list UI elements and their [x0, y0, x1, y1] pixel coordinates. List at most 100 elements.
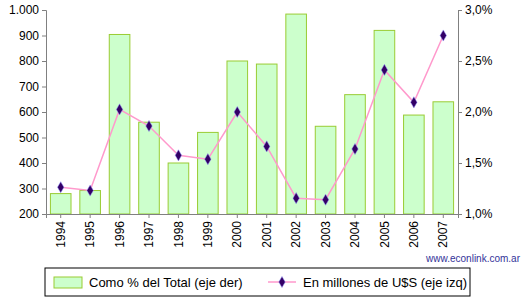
y2-axis: 1,0% 1,5% 2,0% 2,5% 3,0%	[458, 3, 493, 221]
tick-mark	[42, 36, 46, 37]
tick-mark	[90, 214, 91, 218]
tick: 1994	[54, 214, 68, 248]
tick: 2002	[289, 214, 303, 248]
marker	[87, 185, 93, 196]
tick-mark	[119, 214, 120, 218]
chart: 200 300 400 500 600 700 800 900 1.000 1,0% 1,5% 2,0…	[0, 0, 526, 303]
tick: 200	[19, 207, 46, 221]
tick: 600	[19, 105, 46, 119]
tick-label: 2005	[378, 221, 392, 248]
tick-label: 900	[19, 29, 39, 43]
tick: 700	[19, 80, 46, 94]
tick: 1998	[172, 214, 186, 248]
tick: 1997	[142, 214, 156, 248]
tick: 2005	[378, 214, 392, 248]
legend-label: En millones de U$S (eje izq)	[303, 275, 467, 290]
bar	[109, 34, 130, 214]
tick-mark	[443, 214, 444, 218]
tick: 300	[19, 182, 46, 196]
tick-label: 2003	[319, 221, 333, 248]
bar	[315, 126, 336, 214]
bar-series	[50, 14, 453, 214]
tick-label: 2000	[230, 221, 244, 248]
tick-label: 1999	[201, 221, 215, 248]
axis-line	[459, 11, 463, 215]
marker	[57, 182, 63, 193]
legend-label: Como % del Total (eje der)	[89, 275, 243, 290]
tick-label: 800	[19, 54, 39, 68]
tick-label: 1,0%	[465, 207, 493, 221]
y-axis: 200 300 400 500 600 700 800 900 1.000	[9, 3, 47, 221]
legend-frame	[45, 268, 470, 296]
tick-label: 1996	[113, 221, 127, 248]
tick-label: 400	[19, 156, 39, 170]
tick: 2,0%	[458, 105, 493, 119]
tick-mark	[42, 214, 46, 215]
bar	[227, 61, 248, 214]
tick-mark	[266, 214, 267, 218]
tick: 2000	[230, 214, 244, 248]
tick-label: 2002	[289, 221, 303, 248]
markers	[57, 30, 446, 205]
bar	[433, 102, 454, 214]
tick-mark	[178, 214, 179, 218]
tick-label: 2,0%	[465, 105, 493, 119]
tick-label: 200	[19, 207, 39, 221]
tick-mark	[42, 87, 46, 88]
x-axis: 1994 1995 1996 1997 1998 1999 2000 2001 2002 2003…	[47, 214, 459, 248]
tick-label: 1998	[172, 221, 186, 248]
tick-label: 600	[19, 105, 39, 119]
legend-marker	[279, 276, 285, 287]
tick: 500	[19, 131, 46, 145]
tick-label: 2007	[436, 221, 450, 248]
marker	[263, 141, 269, 152]
tick: 400	[19, 156, 46, 170]
tick-mark	[237, 214, 238, 218]
tick-label: 1995	[83, 221, 97, 248]
tick-mark	[413, 214, 414, 218]
tick: 1999	[201, 214, 215, 248]
tick: 2006	[407, 214, 421, 248]
tick-label: 1994	[54, 221, 68, 248]
legend-item: Como % del Total (eje der)	[54, 275, 243, 290]
legend: Como % del Total (eje der) En millones de…	[45, 268, 470, 296]
marker	[381, 64, 387, 75]
tick-label: 2,5%	[465, 54, 493, 68]
marker	[205, 154, 211, 165]
tick-mark	[355, 214, 356, 218]
line	[61, 36, 444, 200]
tick-mark	[458, 163, 462, 164]
bar	[345, 95, 366, 214]
tick-mark	[384, 214, 385, 218]
bar	[50, 194, 71, 214]
tick: 2001	[260, 214, 274, 248]
tick: 2004	[348, 214, 362, 248]
bar	[168, 163, 189, 214]
tick-mark	[60, 214, 61, 218]
axis-line	[42, 11, 47, 215]
tick-label: 3,0%	[465, 3, 493, 17]
tick: 2007	[436, 214, 450, 248]
bar	[198, 132, 219, 214]
tick-label: 700	[19, 80, 39, 94]
bar	[404, 115, 425, 214]
bar	[139, 122, 160, 214]
tick-mark	[458, 112, 462, 113]
tick: 900	[19, 29, 46, 43]
tick: 1.000	[9, 3, 46, 17]
tick: 800	[19, 54, 46, 68]
tick: 1,0%	[458, 207, 493, 221]
tick-mark	[296, 214, 297, 218]
axis-line	[47, 215, 459, 219]
tick: 1,5%	[458, 156, 493, 170]
tick-mark	[458, 61, 462, 62]
bar	[374, 30, 395, 214]
marker	[322, 194, 328, 205]
tick-mark	[149, 214, 150, 218]
tick: 2003	[319, 214, 333, 248]
marker	[293, 193, 299, 204]
tick-label: 300	[19, 182, 39, 196]
tick: 3,0%	[458, 3, 493, 17]
tick-label: 2004	[348, 221, 362, 248]
tick-label: 1997	[142, 221, 156, 248]
